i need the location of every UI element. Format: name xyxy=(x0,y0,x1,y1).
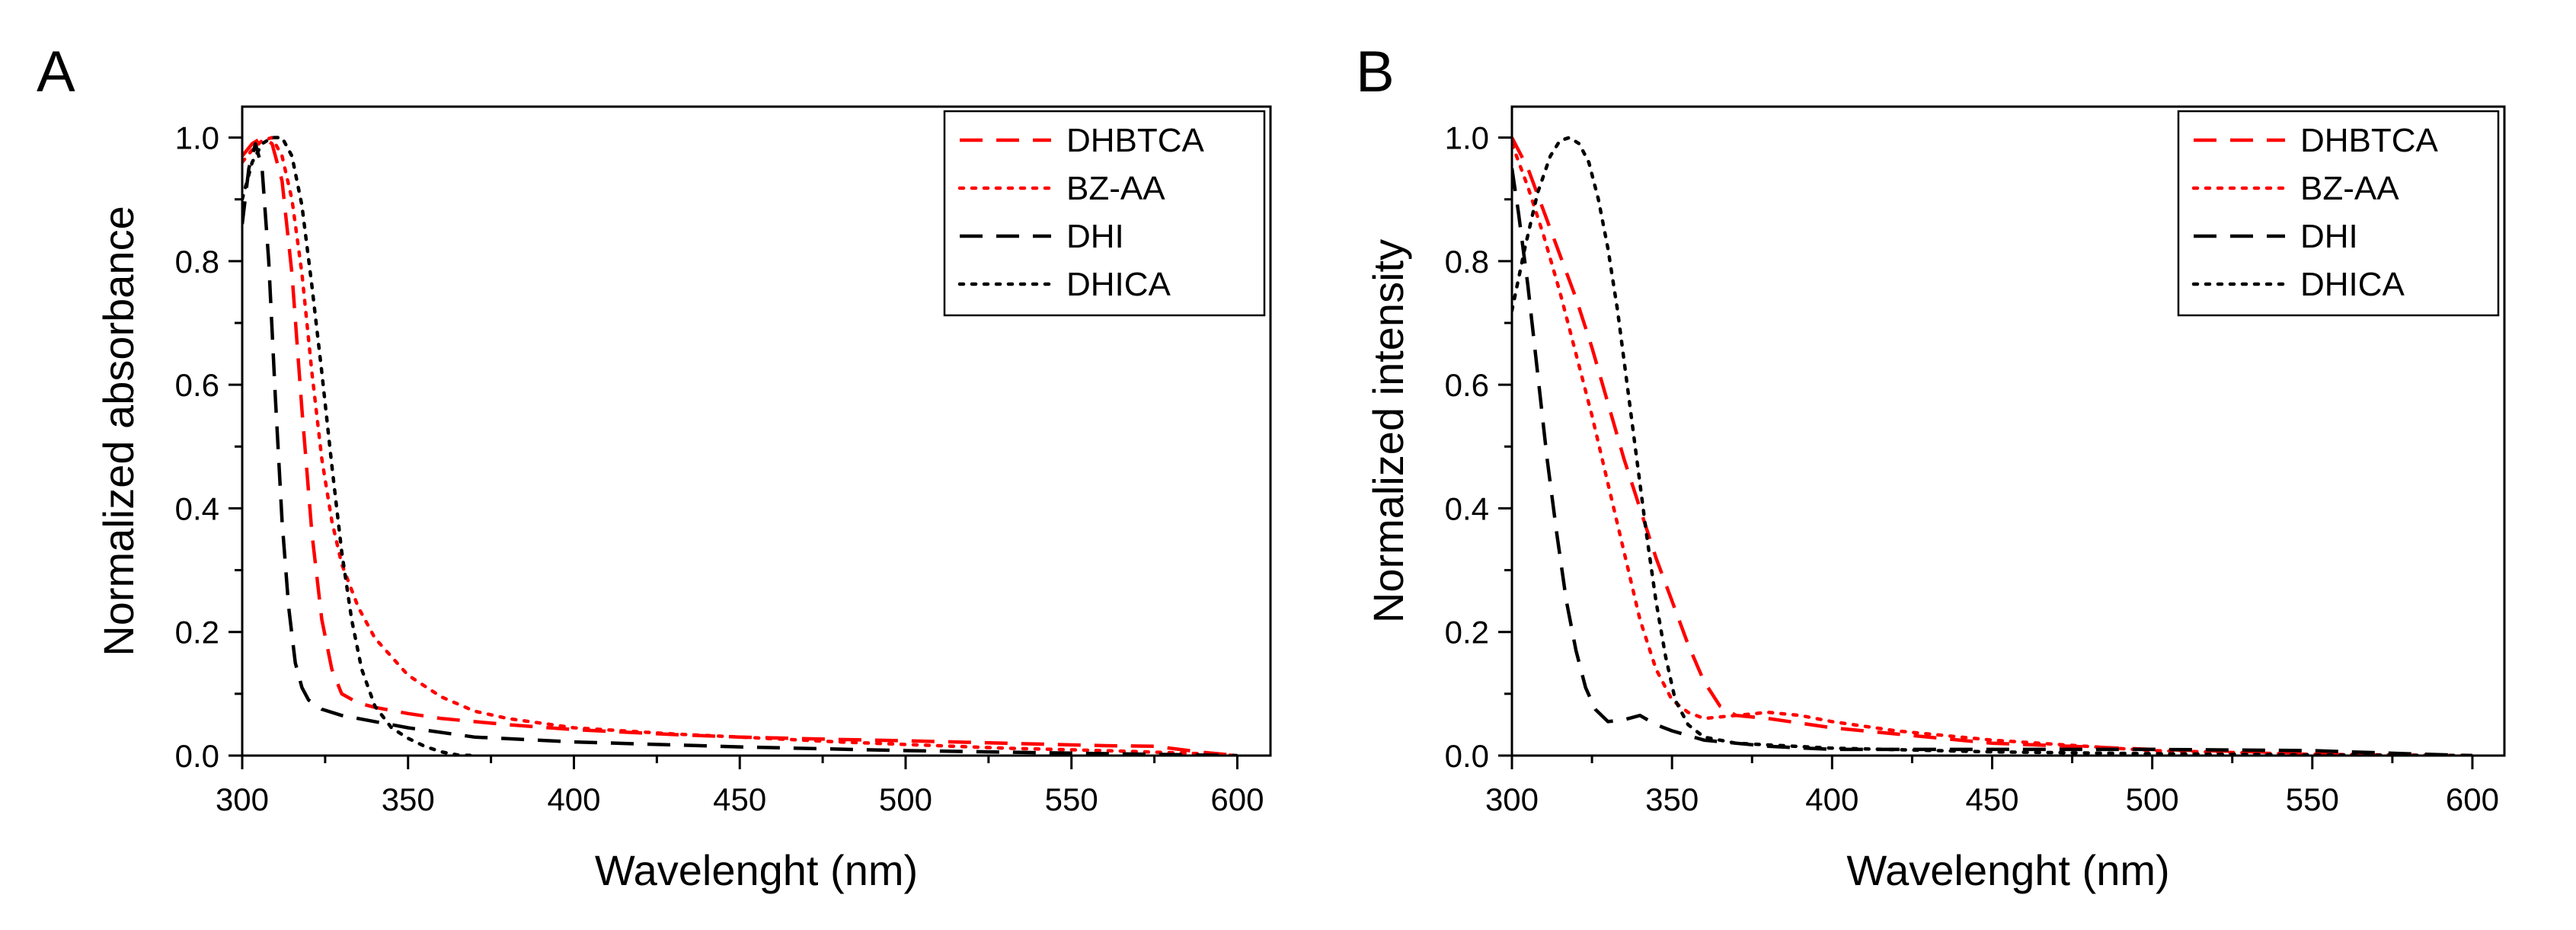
x-tick-label: 400 xyxy=(547,781,600,817)
plot-frame xyxy=(241,105,1272,757)
y-tick-label: 0.8 xyxy=(1445,244,1489,280)
legend-label: DHICA xyxy=(1066,266,1171,303)
x-tick-label: 300 xyxy=(1485,781,1539,817)
y-tick-label: 0.4 xyxy=(1445,491,1489,526)
y-tick-label: 0.4 xyxy=(175,491,219,526)
legend-label: DHBTCA xyxy=(2300,122,2439,159)
legend-label: BZ-AA xyxy=(2300,170,2399,207)
y-tick-label: 0.0 xyxy=(1445,738,1489,774)
series-line-dhi xyxy=(1512,168,2473,756)
series-line-dhbtca xyxy=(1512,136,2473,756)
y-axis-label: Normalized absorbance xyxy=(94,206,142,656)
x-tick-label: 500 xyxy=(879,781,932,817)
x-tick-label: 600 xyxy=(1210,781,1264,817)
x-tick-label: 350 xyxy=(382,781,435,817)
legend-label: BZ-AA xyxy=(1066,170,1165,207)
y-axis-label: Normalized intensity xyxy=(1364,239,1412,623)
legend-label: DHBTCA xyxy=(1066,122,1205,159)
legend-label: DHI xyxy=(1066,218,1124,255)
y-tick-label: 0.2 xyxy=(175,615,219,650)
legend: DHBTCA BZ-AA DHI DHICA xyxy=(943,110,1266,317)
x-axis-label: Wavelenght (nm) xyxy=(1846,846,2169,894)
y-tick-label: 0.2 xyxy=(1445,615,1489,650)
y-tick-label: 1.0 xyxy=(1445,120,1489,156)
panel-b: B 300 350 400 450 500 550 600 0.0 0.2 0.4 0.6 0.8 1.0… xyxy=(1356,40,2506,894)
x-tick-label: 500 xyxy=(2126,781,2179,817)
legend-label: DHI xyxy=(2300,218,2358,255)
y-tick-label: 0.0 xyxy=(175,738,219,774)
y-tick-label: 0.6 xyxy=(1445,367,1489,403)
x-tick-label: 350 xyxy=(1645,781,1699,817)
x-tick-label: 400 xyxy=(1805,781,1858,817)
series-line-bz-aa xyxy=(1512,142,2475,756)
series-line-dhica xyxy=(1512,136,2475,756)
x-tick-label: 550 xyxy=(1045,781,1098,817)
series-group xyxy=(242,136,1239,756)
y-tick-label: 0.8 xyxy=(175,244,219,280)
panel-a: A 300 350 400 450 500 550 600 0.0 0.2 0.4 0.6 0.8 1.0… xyxy=(37,40,1272,894)
series-line-dhica xyxy=(242,136,477,756)
legend-box xyxy=(943,110,1266,317)
x-tick-label: 600 xyxy=(2446,781,2499,817)
x-tick-label: 450 xyxy=(713,781,766,817)
legend: DHBTCA BZ-AA DHI DHICA xyxy=(2177,110,2500,317)
y-tick-label: 1.0 xyxy=(175,120,219,156)
x-axis-label: Wavelenght (nm) xyxy=(595,846,918,894)
legend-box xyxy=(2177,110,2500,317)
x-tick-label: 450 xyxy=(1965,781,2018,817)
y-tick-label: 0.6 xyxy=(175,367,219,403)
series-group xyxy=(1512,136,2475,756)
panel-label: A xyxy=(37,40,75,104)
series-line-dhi xyxy=(242,142,1238,756)
series-line-dhbtca xyxy=(242,136,1238,756)
plot-frame xyxy=(1510,105,2506,757)
x-tick-label: 550 xyxy=(2286,781,2339,817)
panel-label: B xyxy=(1356,40,1395,104)
x-tick-label: 300 xyxy=(216,781,269,817)
legend-label: DHICA xyxy=(2300,266,2405,303)
